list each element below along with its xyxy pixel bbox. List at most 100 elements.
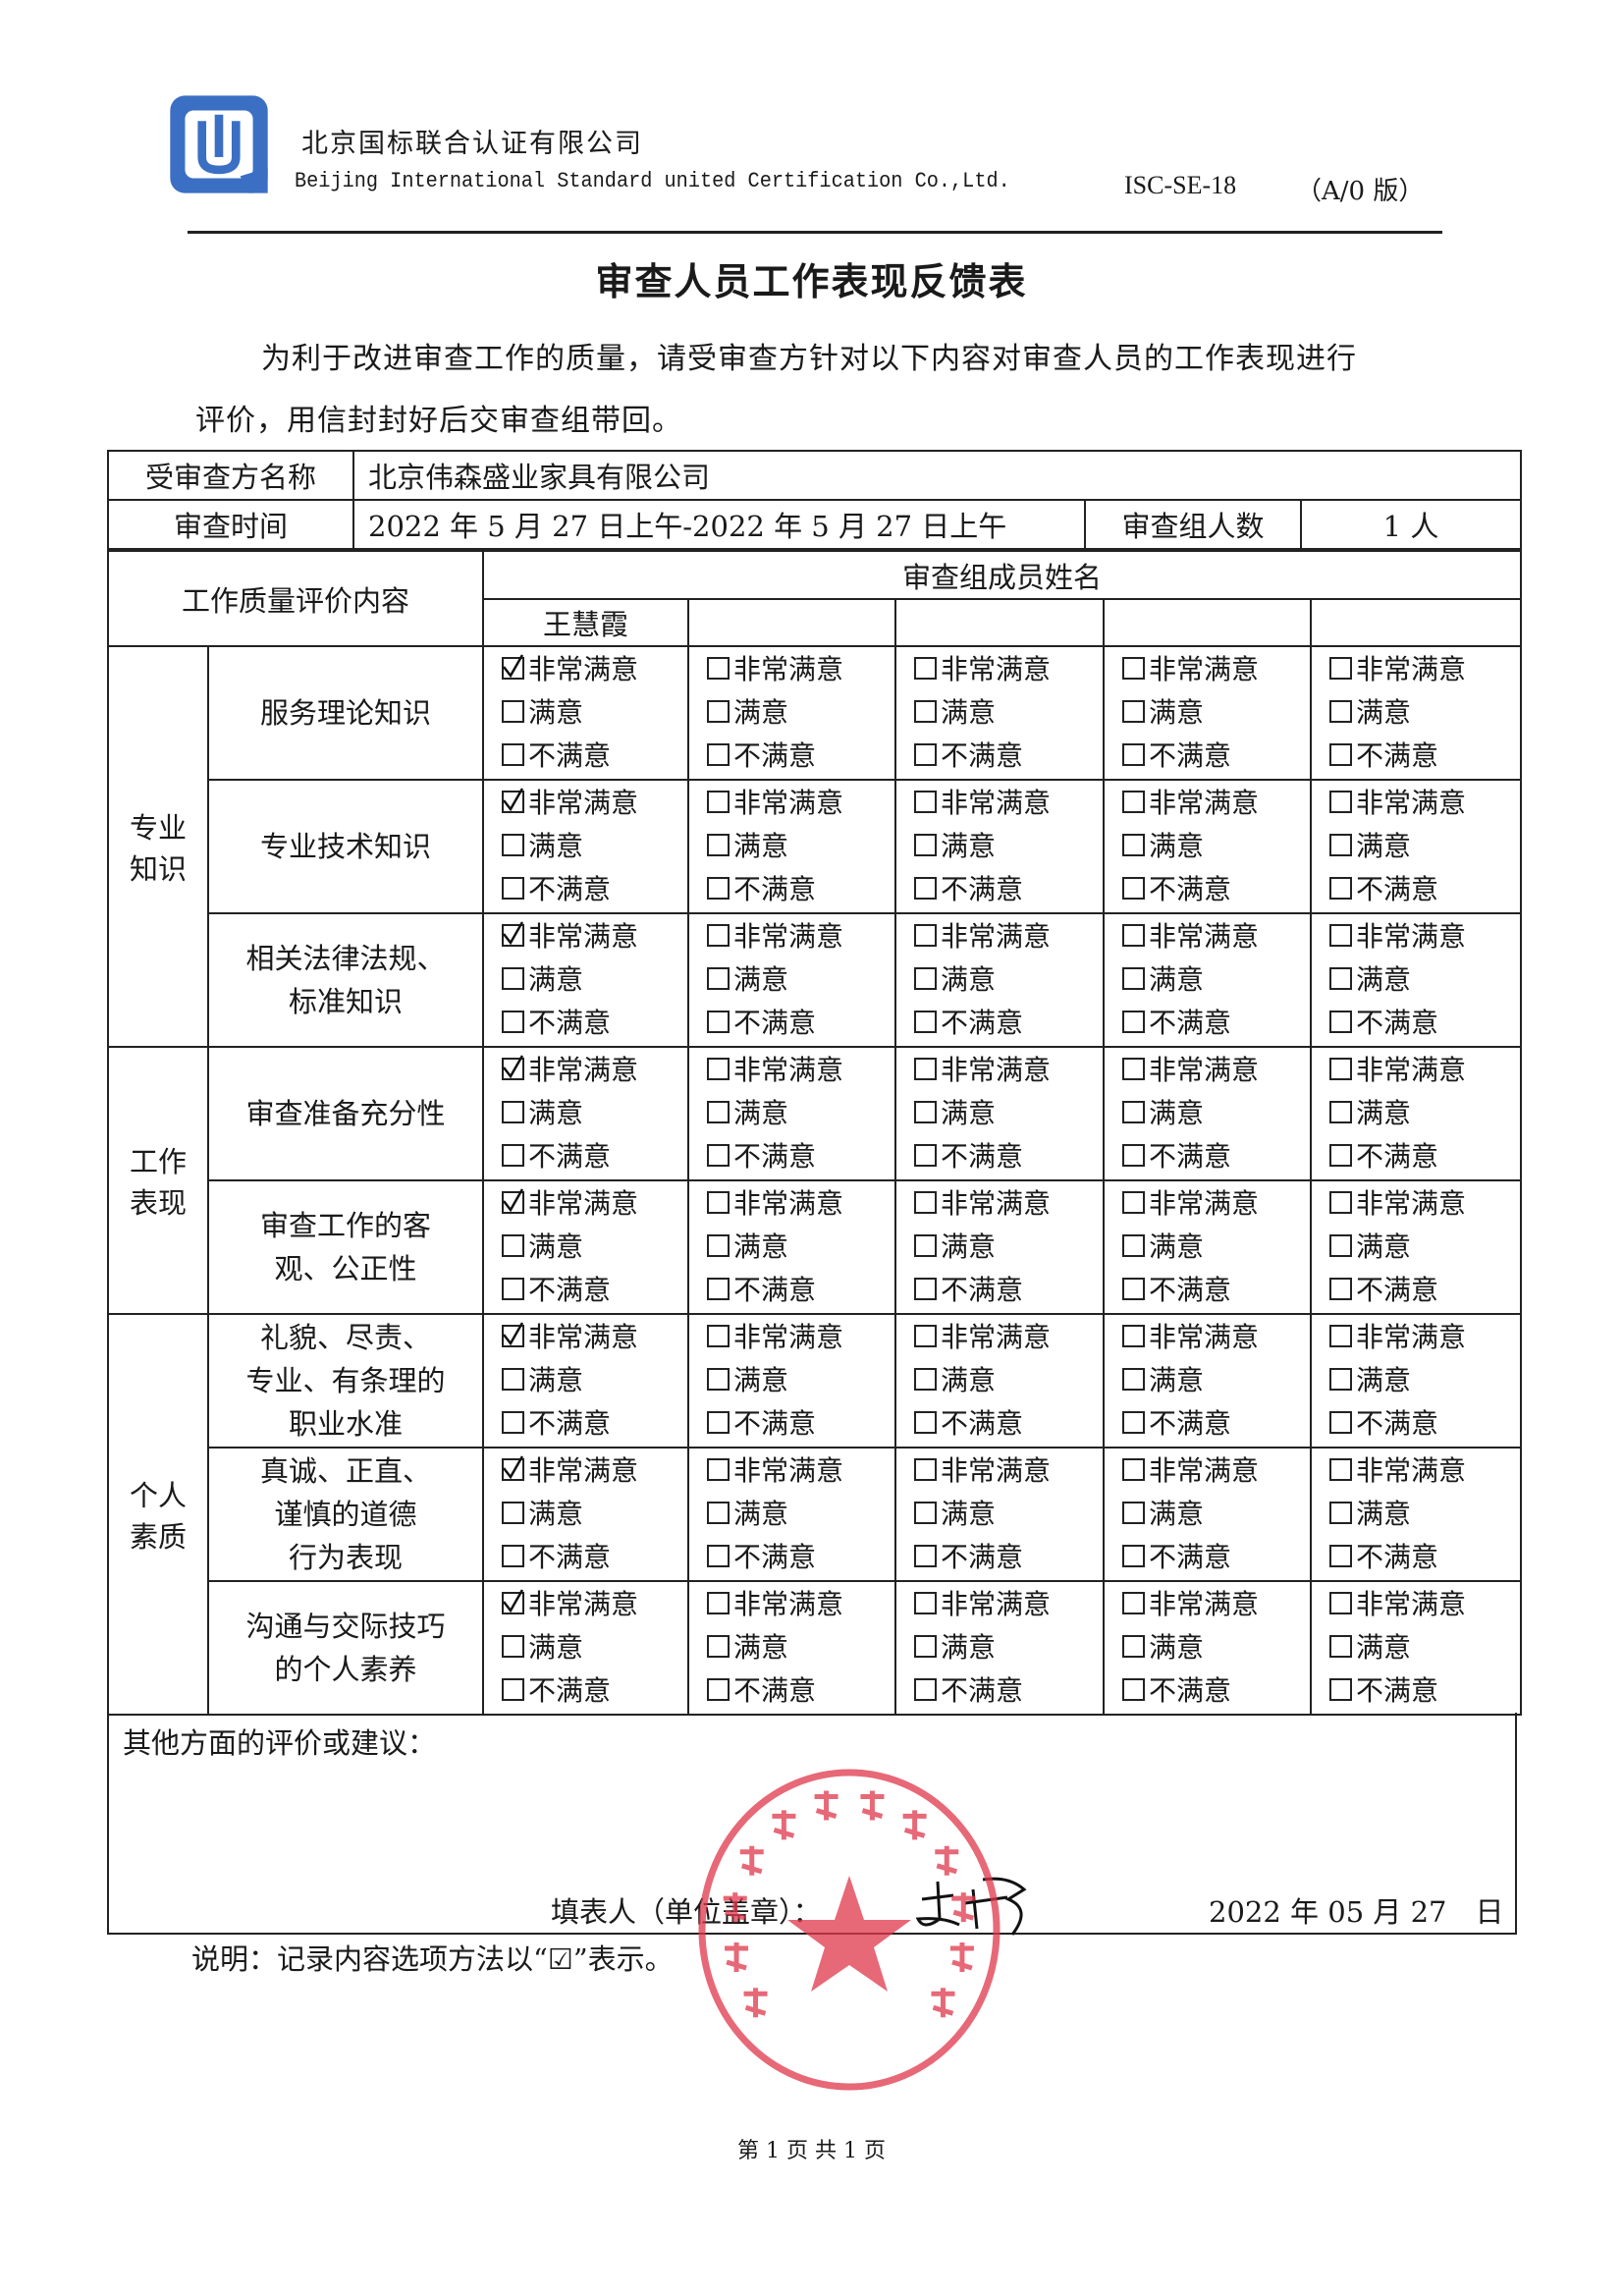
checkbox[interactable] [707,834,730,856]
checkbox[interactable] [502,1502,525,1524]
audit-time-value[interactable]: 2022 年 5 月 27 日上午-2022 年 5 月 27 日上午 [352,499,1086,550]
member-name[interactable] [1310,598,1523,647]
checkbox[interactable] [1122,1011,1146,1033]
checkbox[interactable] [914,1191,938,1214]
rating-option[interactable]: 满意 [1329,691,1520,735]
rating-option[interactable]: 满意 [502,691,687,735]
rating-option[interactable]: 满意 [502,1226,687,1269]
rating-option[interactable]: 非常满意 [707,1316,894,1359]
rating-option[interactable]: 不满意 [914,1002,1103,1045]
rating-option[interactable]: 满意 [914,691,1103,735]
rating-option[interactable]: 满意 [1122,1493,1310,1536]
rating-option[interactable]: 不满意 [914,1135,1103,1178]
checkbox[interactable] [914,700,938,723]
rating-option[interactable]: 不满意 [1122,735,1310,778]
checkbox[interactable] [1329,1678,1353,1701]
checkbox[interactable] [914,657,938,680]
checkbox[interactable] [502,1368,525,1391]
checkbox[interactable] [502,1188,525,1214]
checkbox[interactable] [502,1678,525,1701]
checkbox[interactable] [1329,1458,1353,1481]
rating-option[interactable]: 满意 [1329,1359,1520,1402]
checkbox[interactable] [914,1545,938,1567]
checkbox[interactable] [1122,1635,1146,1658]
rating-option[interactable]: 满意 [707,691,894,735]
rating-option[interactable]: 满意 [1329,1626,1520,1669]
checkbox[interactable] [707,1011,730,1033]
checkbox[interactable] [914,1234,938,1257]
checkbox[interactable] [502,834,525,856]
rating-option[interactable]: 满意 [1329,958,1520,1002]
checkbox[interactable] [1122,924,1146,947]
checkbox[interactable] [707,1368,730,1391]
checkbox[interactable] [914,834,938,856]
checkbox[interactable] [1122,1278,1146,1300]
rating-option[interactable]: 不满意 [502,1536,687,1579]
checkbox[interactable] [1329,1411,1353,1434]
rating-option[interactable]: 不满意 [1329,1536,1520,1579]
rating-option[interactable]: 满意 [1122,1092,1310,1135]
checkbox[interactable] [707,1191,730,1214]
checkbox[interactable] [914,1368,938,1391]
checkbox[interactable] [1329,1325,1353,1347]
rating-option[interactable]: 不满意 [707,1536,894,1579]
rating-option[interactable]: 不满意 [707,1669,894,1713]
checkbox[interactable] [1122,1592,1146,1614]
checkbox[interactable] [1329,700,1353,723]
rating-option[interactable]: 不满意 [914,1536,1103,1579]
rating-option[interactable]: 不满意 [1122,1536,1310,1579]
rating-option[interactable]: 不满意 [1122,1002,1310,1045]
rating-option[interactable]: 不满意 [1329,868,1520,911]
checkbox[interactable] [502,700,525,723]
rating-option[interactable]: 不满意 [1122,1402,1310,1446]
checkbox[interactable] [1329,1368,1353,1391]
checkbox[interactable] [707,700,730,723]
rating-option[interactable]: 非常满意 [1122,1182,1310,1226]
rating-option[interactable]: 满意 [502,1493,687,1536]
checkbox[interactable] [502,921,525,947]
rating-option[interactable]: 不满意 [502,1135,687,1178]
rating-option[interactable]: 不满意 [502,868,687,911]
member-name[interactable] [894,598,1106,647]
rating-option[interactable]: 不满意 [1329,735,1520,778]
checkbox[interactable] [1122,1101,1146,1123]
checkbox[interactable] [707,657,730,680]
rating-option[interactable]: 非常满意 [1329,1449,1520,1493]
checkbox[interactable] [914,1592,938,1614]
rating-option[interactable]: 不满意 [1122,868,1310,911]
rating-option[interactable]: 非常满意 [502,1449,687,1493]
rating-option[interactable]: 满意 [707,1493,894,1536]
member-name[interactable] [1103,598,1313,647]
checkbox[interactable] [707,743,730,766]
checkbox[interactable] [914,1101,938,1123]
rating-option[interactable]: 非常满意 [502,1049,687,1092]
rating-option[interactable]: 不满意 [707,735,894,778]
checkbox[interactable] [707,967,730,990]
rating-option[interactable]: 不满意 [1122,1669,1310,1713]
rating-option[interactable]: 满意 [502,1092,687,1135]
rating-option[interactable]: 不满意 [502,1269,687,1312]
rating-option[interactable]: 不满意 [914,868,1103,911]
checkbox[interactable] [502,1411,525,1434]
checkbox[interactable] [914,924,938,947]
rating-option[interactable]: 非常满意 [914,782,1103,825]
checkbox[interactable] [502,654,525,680]
rating-option[interactable]: 非常满意 [914,1049,1103,1092]
checkbox[interactable] [502,1234,525,1257]
checkbox[interactable] [502,877,525,900]
rating-option[interactable]: 非常满意 [707,1583,894,1626]
checkbox[interactable] [502,1589,525,1614]
checkbox[interactable] [1122,700,1146,723]
rating-option[interactable]: 非常满意 [502,1182,687,1226]
checkbox[interactable] [1122,1325,1146,1347]
checkbox[interactable] [1329,1545,1353,1567]
rating-option[interactable]: 满意 [707,1626,894,1669]
checkbox[interactable] [1329,1144,1353,1167]
rating-option[interactable]: 非常满意 [707,782,894,825]
rating-option[interactable]: 非常满意 [707,915,894,958]
rating-option[interactable]: 满意 [707,1092,894,1135]
rating-option[interactable]: 满意 [707,825,894,868]
rating-option[interactable]: 非常满意 [707,1182,894,1226]
checkbox[interactable] [707,1101,730,1123]
checkbox[interactable] [914,1635,938,1658]
